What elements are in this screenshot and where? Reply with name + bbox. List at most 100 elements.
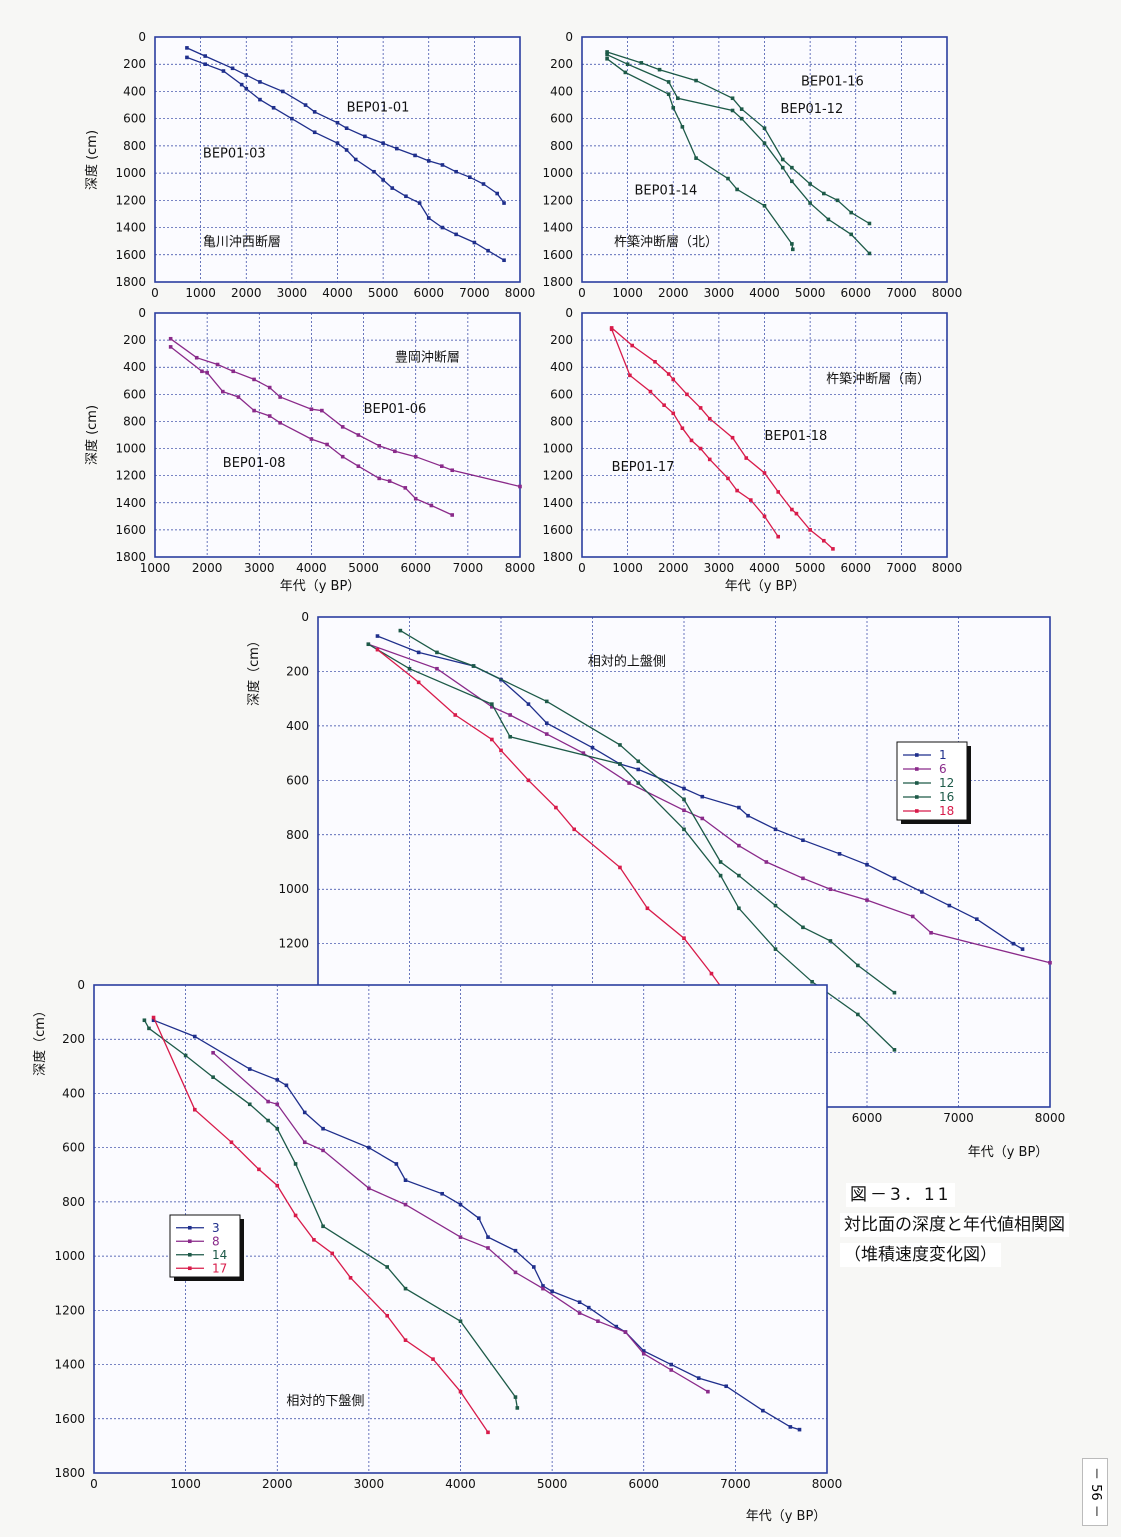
data-point [694, 78, 698, 83]
data-point [440, 1191, 444, 1196]
data-point [636, 767, 641, 772]
data-point [375, 634, 380, 638]
annotation-label: 杵築沖断層（南） [826, 371, 930, 387]
y-tick-label: 1000 [115, 442, 146, 456]
data-point [790, 165, 794, 170]
y-axis-label: 深度（cm） [32, 1004, 48, 1076]
y-tick-label: 400 [123, 360, 146, 374]
y-tick-label: 600 [123, 112, 146, 126]
annotation-label: 杵築沖断層（北） [614, 235, 718, 250]
x-tick-label: 8000 [812, 1477, 843, 1491]
data-point [257, 1167, 261, 1172]
data-point [375, 647, 380, 652]
data-point [762, 203, 767, 208]
data-point [682, 786, 686, 791]
data-point [724, 1384, 729, 1389]
data-point [247, 1102, 252, 1107]
x-tick-label: 3000 [354, 1477, 385, 1491]
legend-box [169, 1214, 241, 1278]
data-point [630, 343, 634, 348]
data-point [790, 247, 795, 252]
data-point [302, 1140, 307, 1145]
data-point [790, 242, 794, 246]
series-line [606, 51, 870, 225]
legend-marker [915, 781, 919, 785]
data-point [472, 240, 477, 245]
series-s16 [605, 50, 872, 226]
data-point [828, 939, 833, 943]
y-tick-label: 800 [123, 414, 146, 428]
series-s3 [185, 55, 506, 263]
y-tick-label: 1200 [115, 193, 146, 207]
data-point [797, 1427, 802, 1432]
data-point [168, 345, 173, 349]
y-tick-label: 200 [62, 1032, 85, 1046]
data-point [312, 1238, 316, 1242]
legend-label: 18 [939, 804, 954, 818]
x-tick-label: 8000 [932, 561, 963, 575]
annotation-label: BEP01-12 [780, 102, 843, 117]
data-point [309, 407, 314, 412]
data-point [680, 426, 685, 431]
data-point [513, 1248, 518, 1253]
data-point [541, 1284, 545, 1288]
legend-label: 14 [212, 1248, 227, 1262]
data-point [385, 1313, 389, 1318]
x-tick-label: 2000 [658, 286, 689, 300]
y-tick-label: 600 [286, 773, 309, 787]
figure-number: 図－3．11 [846, 1183, 956, 1207]
data-point [735, 187, 739, 192]
legend-label: 12 [939, 776, 954, 790]
legend-label: 3 [212, 1221, 220, 1235]
data-point [321, 1126, 325, 1131]
y-tick-label: 0 [565, 306, 573, 320]
data-point [544, 699, 549, 704]
data-point [426, 216, 431, 220]
data-point [309, 437, 314, 441]
data-point [628, 373, 632, 378]
series-s17 [151, 1015, 490, 1435]
data-point [780, 165, 785, 170]
data-point [746, 813, 750, 818]
data-point [614, 1324, 619, 1329]
annotation-label: BEP01-03 [203, 147, 266, 162]
data-point [641, 1349, 646, 1353]
x-tick-label: 5000 [795, 561, 826, 575]
annotation-label: BEP01-17 [612, 460, 675, 475]
chart-lower-side: 0 1000 2000 3000 4000 5000 6000 7000 8000 0 200 400… [32, 978, 842, 1524]
y-tick-label: 200 [123, 57, 146, 71]
data-point [609, 327, 614, 332]
data-point [280, 89, 285, 94]
chart-toyooka: 1000 2000 3000 4000 5000 6000 7000 8000 0 200 400 6… [84, 306, 535, 594]
y-axis-label: 深度 (cm) [84, 405, 100, 465]
data-point [676, 96, 680, 101]
x-tick-label: 3000 [277, 286, 308, 300]
series-s17 [609, 327, 780, 539]
series-line [611, 329, 779, 538]
series-s8 [168, 345, 455, 517]
data-point [275, 1102, 280, 1107]
data-point [244, 73, 249, 77]
data-point [761, 1408, 765, 1413]
data-point [450, 468, 455, 473]
data-point [1048, 960, 1052, 965]
plot-frame [581, 312, 948, 558]
x-tick-label: 5000 [537, 1477, 568, 1491]
data-point [458, 1202, 463, 1207]
data-point [320, 408, 324, 413]
data-point [185, 55, 189, 60]
plot-area [155, 313, 520, 557]
data-point [605, 50, 609, 54]
data-point [393, 449, 397, 454]
data-point [669, 1368, 674, 1372]
x-tick-label: 6000 [400, 561, 431, 575]
data-point [590, 745, 595, 750]
data-point [211, 1075, 215, 1079]
legend-label: 17 [212, 1261, 227, 1275]
series-line [143, 1019, 518, 1409]
data-point [330, 1251, 335, 1256]
x-tick-label: 7000 [886, 286, 917, 300]
data-point [947, 903, 952, 908]
y-tick-label: 0 [301, 610, 309, 624]
